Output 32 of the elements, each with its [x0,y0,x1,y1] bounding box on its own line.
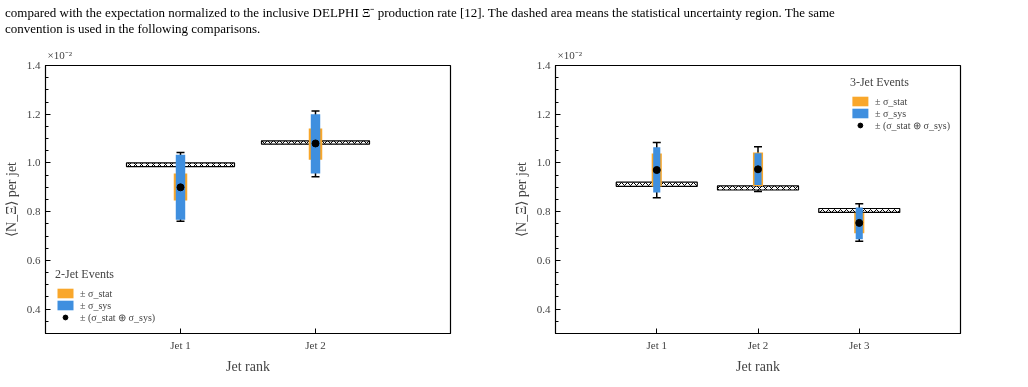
legend-label: ± (σ_stat ⊕ σ_sys) [874,119,950,132]
legend-label: ± σ_stat [874,95,908,108]
legend-title: 2-Jet Events [55,267,115,283]
text: compared with the expectation normalized to the inclusive DELPHI Ξ⁻ production rate [12]. The dashed area means the statistical uncertainty region. The same convention is used in the following comparisons. [5,5,836,37]
y-tick-label: 1.4 [536,59,551,72]
x-tick-label: Jet 2 [305,338,326,351]
y-tick-label: 0.8 [536,205,551,218]
x-tick-label: Jet 1 [170,338,191,351]
legend-title: 3-Jet Events [849,75,910,91]
x-tick-label: Jet 3 [849,338,870,351]
text: ×10⁻² [557,48,583,61]
y-tick-label: 0.4 [26,302,41,315]
x-tick-label: Jet 1 [646,338,667,351]
y-tick-label: 0.6 [26,254,41,267]
y-tick-label: 1.4 [26,59,41,72]
y-axis-title: ⟨N_Ξ⟩ per jet [513,162,529,238]
legend-label: ± σ_stat [80,287,113,300]
y-tick-label: 0.4 [536,302,551,315]
y-tick-label: 0.8 [26,205,41,218]
y-tick-label: 0.6 [536,254,551,267]
y-axis-title: ⟨N_Ξ⟩ per jet [3,162,19,238]
y-tick-label: 1.0 [536,156,551,169]
y-tick-label: 1.0 [26,156,41,169]
legend-label: ± σ_sys [80,299,112,312]
legend-label: ± σ_sys [874,107,907,120]
y-tick-label: 1.2 [26,107,41,120]
x-tick-label: Jet 2 [747,338,769,351]
x-axis-title: Jet rank [736,358,780,374]
x-axis-title: Jet rank [226,358,270,374]
legend-label: ± (σ_stat ⊕ σ_sys) [80,311,156,324]
y-tick-label: 1.2 [536,107,551,120]
text: ×10⁻² [47,48,73,61]
